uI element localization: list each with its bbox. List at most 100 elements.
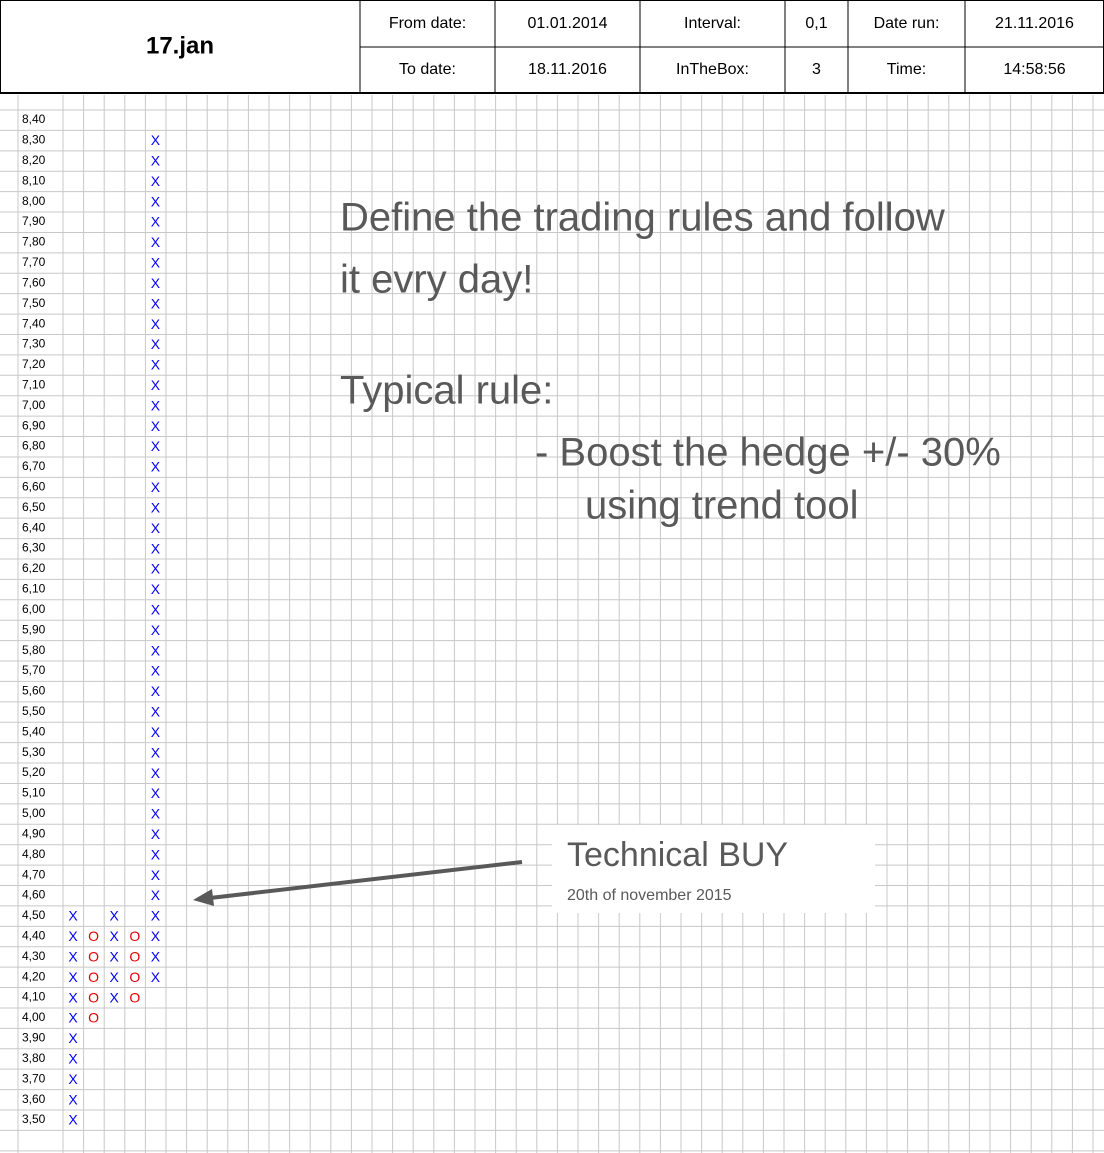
box-x: X <box>68 1050 78 1066</box>
box-x: X <box>151 928 161 944</box>
box-x: X <box>151 336 161 352</box>
box-x: X <box>68 1091 78 1107</box>
box-x: X <box>151 622 161 638</box>
header-cell: Time: <box>887 61 926 78</box>
y-tick-label: 4,10 <box>22 990 46 1004</box>
y-tick-label: 7,00 <box>22 398 46 412</box>
y-tick-label: 6,50 <box>22 500 46 514</box>
annotation: Define the trading rules and follow <box>340 196 945 240</box>
box-x: X <box>151 908 161 924</box>
box-o: O <box>88 948 99 964</box>
box-o: O <box>88 928 99 944</box>
header-cell: 21.11.2016 <box>995 15 1074 32</box>
y-tick-label: 7,90 <box>22 214 46 228</box>
header-cell: To date: <box>399 61 456 78</box>
box-x: X <box>151 601 161 617</box>
y-tick-label: 5,60 <box>22 684 46 698</box>
y-tick-label: 4,70 <box>22 867 46 881</box>
box-x: X <box>151 663 161 679</box>
y-tick-label: 3,80 <box>22 1051 46 1065</box>
annotation: it evry day! <box>340 258 533 302</box>
y-tick-label: 4,40 <box>22 928 46 942</box>
y-tick-label: 8,00 <box>22 194 46 208</box>
header-cell: 01.01.2014 <box>527 15 607 32</box>
box-x: X <box>151 438 161 454</box>
y-tick-label: 6,70 <box>22 459 46 473</box>
y-tick-label: 5,50 <box>22 704 46 718</box>
box-x: X <box>151 704 161 720</box>
header-cell: 3 <box>812 61 821 78</box>
header-cell: 18.11.2016 <box>528 61 607 78</box>
box-x: X <box>68 989 78 1005</box>
y-tick-label: 6,80 <box>22 439 46 453</box>
y-tick-label: 4,90 <box>22 826 46 840</box>
y-tick-label: 8,30 <box>22 133 46 147</box>
box-x: X <box>151 499 161 515</box>
box-x: X <box>151 642 161 658</box>
header-cell: Date run: <box>874 15 940 32</box>
y-tick-label: 4,60 <box>22 888 46 902</box>
box-x: X <box>151 214 161 230</box>
grid <box>0 95 1104 1153</box>
box-x: X <box>151 316 161 332</box>
box-x: X <box>151 846 161 862</box>
box-x: X <box>151 275 161 291</box>
box-o: O <box>129 948 140 964</box>
y-tick-label: 8,10 <box>22 173 46 187</box>
y-tick-label: 7,80 <box>22 235 46 249</box>
box-o: O <box>129 969 140 985</box>
y-tick-label: 5,20 <box>22 765 46 779</box>
box-x: X <box>151 357 161 373</box>
box-x: X <box>151 377 161 393</box>
header-cell: InTheBox: <box>676 61 749 78</box>
box-x: X <box>151 255 161 271</box>
box-x: X <box>151 969 161 985</box>
box-x: X <box>110 948 120 964</box>
box-x: X <box>151 683 161 699</box>
y-tick-label: 7,70 <box>22 255 46 269</box>
y-tick-label: 7,60 <box>22 275 46 289</box>
y-tick-label: 5,40 <box>22 724 46 738</box>
box-x: X <box>151 887 161 903</box>
y-tick-label: 5,30 <box>22 745 46 759</box>
y-tick-label: 7,30 <box>22 337 46 351</box>
callout-subtitle: 20th of november 2015 <box>567 887 732 904</box>
box-x: X <box>151 173 161 189</box>
y-tick-label: 4,00 <box>22 1010 46 1024</box>
box-x: X <box>151 867 161 883</box>
header-cell: From date: <box>389 15 466 32</box>
box-x: X <box>151 765 161 781</box>
box-x: X <box>68 1030 78 1046</box>
annotation: using trend tool <box>585 484 859 528</box>
box-x: X <box>151 540 161 556</box>
box-x: X <box>68 969 78 985</box>
box-x: X <box>151 948 161 964</box>
y-tick-label: 4,20 <box>22 969 46 983</box>
box-x: X <box>151 520 161 536</box>
y-tick-label: 3,90 <box>22 1031 46 1045</box>
box-x: X <box>151 397 161 413</box>
y-tick-label: 5,90 <box>22 622 46 636</box>
box-x: X <box>151 418 161 434</box>
box-x: X <box>151 724 161 740</box>
y-tick-label: 5,70 <box>22 663 46 677</box>
box-x: X <box>151 234 161 250</box>
y-tick-label: 6,60 <box>22 480 46 494</box>
y-tick-label: 4,30 <box>22 949 46 963</box>
sheet-title: 17.jan <box>146 32 214 59</box>
box-x: X <box>110 969 120 985</box>
box-x: X <box>68 928 78 944</box>
box-x: X <box>151 193 161 209</box>
callout-title: Technical BUY <box>567 836 788 874</box>
y-tick-label: 7,20 <box>22 357 46 371</box>
box-x: X <box>68 1010 78 1026</box>
box-x: X <box>151 132 161 148</box>
arrow <box>209 860 523 900</box>
box-x: X <box>151 744 161 760</box>
box-x: X <box>151 479 161 495</box>
box-o: O <box>88 1010 99 1026</box>
y-tick-label: 7,50 <box>22 296 46 310</box>
box-x: X <box>151 826 161 842</box>
box-x: X <box>151 295 161 311</box>
